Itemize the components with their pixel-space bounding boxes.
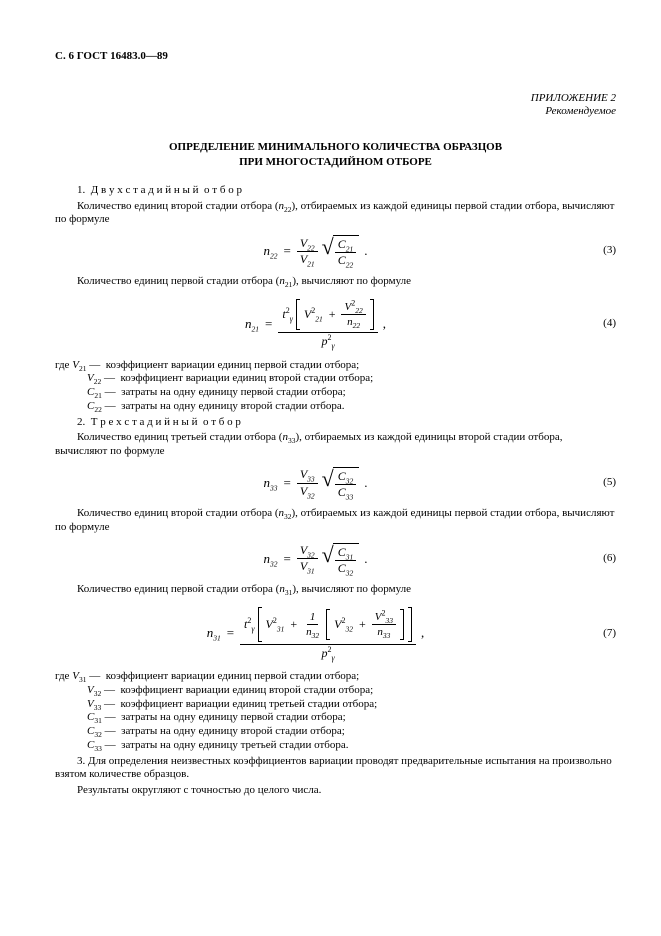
- txt: — коэффициент вариации единиц третьей ст…: [101, 698, 377, 710]
- formula-3: n22 = V22 V21 √ C21 C22 .: [55, 235, 616, 267]
- txt: Количество единиц первой стадии отбора (: [77, 583, 279, 595]
- appendix-line1: ПРИЛОЖЕНИЕ 2: [531, 92, 616, 104]
- sub: 33: [386, 616, 394, 625]
- txt: — коэффициент вариации единиц второй ста…: [101, 372, 373, 384]
- sub: 21: [252, 324, 260, 333]
- sub: γ: [331, 653, 334, 662]
- sub: 33: [94, 744, 102, 753]
- title-l1: ОПРЕДЕЛЕНИЕ МИНИМАЛЬНОГО КОЛИЧЕСТВА ОБРА…: [169, 141, 502, 153]
- sub: 32: [307, 551, 315, 560]
- txt: — затраты на одну единицу первой стадии …: [102, 711, 346, 723]
- s2-heading: 2. Т р е х с т а д и й н ы й о т б о р: [55, 416, 616, 430]
- txt: — коэффициент вариации единиц второй ста…: [101, 684, 373, 696]
- txt: Количество единиц третьей стадии отбора …: [77, 431, 282, 443]
- sub: 31: [277, 624, 285, 633]
- txt: — коэффициент вариации единиц первой ста…: [86, 359, 359, 371]
- txt: — затраты на одну единицу первой стадии …: [102, 386, 346, 398]
- sub: 22: [355, 306, 363, 315]
- eqno-6: (6): [576, 552, 616, 566]
- sub: 21: [94, 391, 102, 400]
- eqno-3: (3): [576, 244, 616, 258]
- txt: Количество единиц первой стадии отбора (: [77, 275, 279, 287]
- txt: Количество единиц второй стадии отбора (: [77, 507, 279, 519]
- sym: V: [87, 684, 94, 696]
- sub: 21: [315, 315, 323, 324]
- sub: 32: [312, 631, 320, 640]
- formula-6: n32 = V32 V31 √ C31 C32 .: [55, 543, 616, 575]
- sym: V: [87, 372, 94, 384]
- appendix-label: ПРИЛОЖЕНИЕ 2 Рекомендуемое: [55, 92, 616, 118]
- appendix-line2: Рекомендуемое: [545, 105, 616, 117]
- s1-p2: Количество единиц первой стадии отбора (…: [55, 275, 616, 289]
- page-header: С. 6 ГОСТ 16483.0—89: [55, 50, 616, 64]
- sym: C: [338, 561, 346, 575]
- sub: 21: [307, 259, 315, 268]
- s2-p3: Количество единиц первой стадии отбора (…: [55, 583, 616, 597]
- s1-p1: Количество единиц второй стадии отбора (…: [55, 200, 616, 228]
- txt: где: [55, 359, 72, 371]
- sym: V: [375, 611, 382, 623]
- where-1: где V21 — коэффициент вариации единиц пе…: [55, 359, 616, 414]
- doc-title: ОПРЕДЕЛЕНИЕ МИНИМАЛЬНОГО КОЛИЧЕСТВА ОБРА…: [55, 140, 616, 170]
- txt: — коэффициент вариации единиц первой ста…: [86, 670, 359, 682]
- txt: Количество единиц второй стадии отбора (: [77, 200, 279, 212]
- sub: 22: [346, 261, 354, 270]
- sub: 33: [270, 483, 278, 492]
- formula-4: n21 = t2γ V221 + V222 n22: [55, 297, 616, 350]
- sym: C: [338, 253, 346, 267]
- sym: C: [338, 485, 346, 499]
- title-l2: ПРИ МНОГОСТАДИЙНОМ ОТБОРЕ: [239, 156, 432, 168]
- txt: — затраты на одну единицу третьей стадии…: [102, 739, 349, 751]
- txt: ), вычисляют по формуле: [292, 583, 411, 595]
- sym: V: [72, 359, 79, 371]
- sym: C: [338, 545, 346, 559]
- s3-p2: Результаты округляют с точностью до цело…: [55, 784, 616, 798]
- sym: C: [338, 237, 346, 251]
- sym: V: [72, 670, 79, 682]
- sub: 31: [307, 567, 315, 576]
- sym: V: [266, 617, 273, 631]
- sub: 22: [94, 405, 102, 414]
- sub: 32: [346, 476, 354, 485]
- txt: где: [55, 670, 72, 682]
- sym: C: [338, 469, 346, 483]
- sub: 32: [270, 559, 278, 568]
- txt: — затраты на одну единицу второй стадии …: [102, 400, 345, 412]
- eqno-4: (4): [576, 317, 616, 331]
- sub: γ: [251, 624, 254, 633]
- sub: 32: [346, 568, 354, 577]
- sub: γ: [331, 342, 334, 351]
- s3-p1: 3. Для определения неизвестных коэффицие…: [55, 755, 616, 783]
- where-2: где V31 — коэффициент вариации единиц пе…: [55, 670, 616, 753]
- sub: 32: [346, 624, 354, 633]
- sub: 33: [383, 631, 391, 640]
- sub: 22: [307, 243, 315, 252]
- txt: ), вычисляют по формуле: [292, 275, 411, 287]
- sub: 22: [353, 321, 361, 330]
- sub: γ: [290, 315, 293, 324]
- formula-7: n31 = t2γ V231 + 1 n32: [55, 605, 616, 662]
- eqno-7: (7): [576, 627, 616, 641]
- formula-5: n33 = V33 V32 √ C32 C33 .: [55, 467, 616, 499]
- sub: 33: [346, 492, 354, 501]
- sub: 22: [270, 252, 278, 261]
- sub: 33: [307, 475, 315, 484]
- s2-p1: Количество единиц третьей стадии отбора …: [55, 431, 616, 459]
- sub: 32: [307, 491, 315, 500]
- sub: 32: [284, 512, 292, 521]
- sym: 1: [310, 611, 316, 623]
- sym: V: [87, 698, 94, 710]
- sym: V: [334, 617, 341, 631]
- sub: 21: [346, 244, 354, 253]
- eqno-5: (5): [576, 476, 616, 490]
- txt: — затраты на одну единицу второй стадии …: [102, 725, 345, 737]
- sub: 31: [346, 552, 354, 561]
- s2-p2: Количество единиц второй стадии отбора (…: [55, 507, 616, 535]
- sub: 31: [213, 634, 221, 643]
- s1-heading: 1. Д в у х с т а д и й н ы й о т б о р: [55, 184, 616, 198]
- sub: 22: [284, 205, 292, 214]
